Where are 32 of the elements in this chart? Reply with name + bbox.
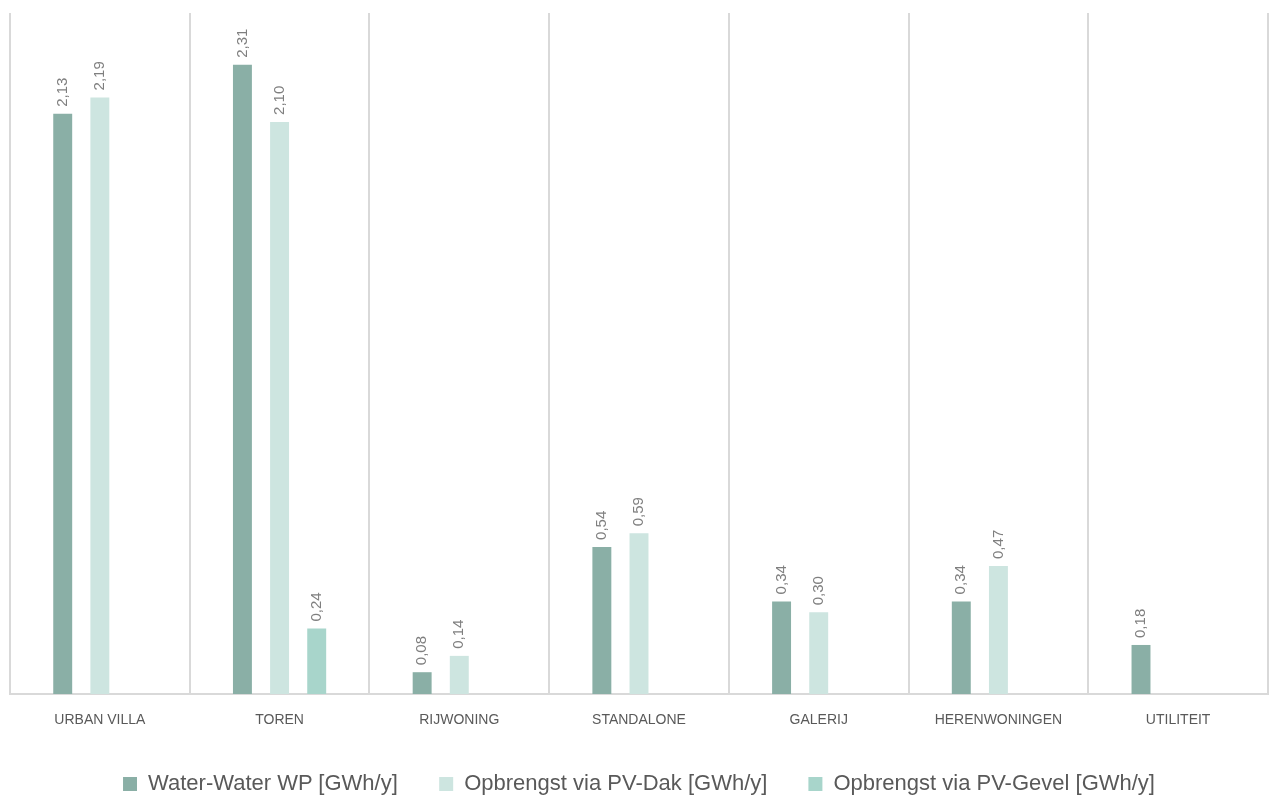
legend-label: Water-Water WP [GWh/y] [148, 770, 398, 796]
bar [53, 113, 73, 694]
data-label: 0,24 [306, 592, 324, 622]
bar [307, 628, 327, 694]
x-tick-label: TOREN [255, 711, 304, 728]
legend-label: Opbrengst via PV-Gevel [GWh/y] [833, 770, 1155, 796]
data-label: 0,54 [592, 510, 609, 540]
x-tick-label: UTILITEIT [1145, 711, 1211, 728]
data-label: 2,31 [232, 28, 250, 58]
bar [1131, 644, 1151, 694]
data-label: 0,18 [1131, 608, 1149, 638]
data-label: 0,30 [808, 576, 826, 606]
x-tick-label: GALERIJ [789, 711, 848, 728]
x-tick-label: STANDALONE [592, 711, 686, 728]
x-tick-label: URBAN VILLA [54, 711, 147, 728]
legend-label: Opbrengst via PV-Dak [GWh/y] [464, 770, 768, 796]
data-label: 2,13 [52, 77, 70, 107]
data-label: 2,10 [269, 85, 287, 115]
data-label: 0,14 [449, 619, 467, 649]
bar [412, 672, 432, 694]
data-label: 0,47 [988, 529, 1006, 559]
data-label: 0,34 [951, 565, 969, 595]
data-label: 0,34 [771, 565, 789, 595]
data-label: 2,19 [90, 61, 107, 91]
bar [592, 546, 612, 694]
bar [951, 601, 971, 694]
bar [772, 601, 792, 694]
x-tick-label: RIJWONING [419, 711, 500, 728]
data-label: 0,59 [629, 497, 647, 527]
bar [232, 64, 252, 694]
data-label: 0,08 [412, 636, 430, 666]
x-tick-label: HERENWONINGEN [934, 711, 1063, 728]
